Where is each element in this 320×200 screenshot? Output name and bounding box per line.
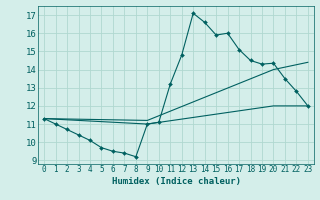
X-axis label: Humidex (Indice chaleur): Humidex (Indice chaleur) [111,177,241,186]
